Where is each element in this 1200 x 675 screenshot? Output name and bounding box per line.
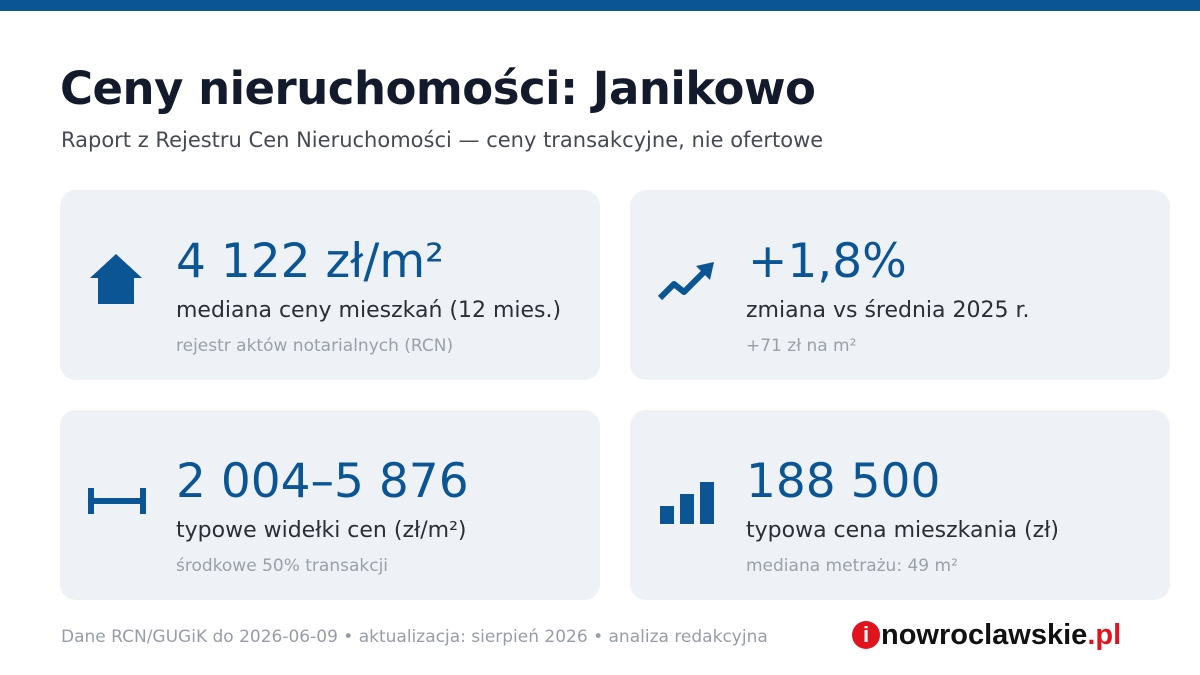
stat-card: 2 004–5 876 typowe widełki cen (zł/m²) ś…: [60, 410, 600, 600]
stat-label: mediana ceny mieszkań (12 mies.): [176, 298, 562, 323]
stat-note: +71 zł na m²: [746, 336, 857, 356]
logo-name: nowroclawskie: [881, 618, 1088, 651]
logo-mark: i: [852, 621, 880, 649]
stat-card: +1,8% zmiana vs średnia 2025 r. +71 zł n…: [630, 190, 1170, 380]
title: Ceny nieruchomości: Janikowo: [60, 62, 816, 115]
stat-note: rejestr aktów notarialnych (RCN): [176, 336, 454, 356]
stat-label: typowe widełki cen (zł/m²): [176, 518, 467, 543]
logo-suffix: .pl: [1087, 618, 1122, 651]
footer-source: Dane RCN/GUGiK do 2026-06-09 • aktualiza…: [61, 627, 768, 647]
stat-label: typowa cena mieszkania (zł): [746, 518, 1060, 543]
bars-icon: [660, 482, 714, 524]
stat-value: 4 122 zł/m²: [176, 234, 444, 289]
stat-value: 188 500: [746, 454, 941, 509]
stat-value: +1,8%: [748, 234, 907, 289]
stat-note: środkowe 50% transakcji: [176, 556, 389, 576]
logo: i nowroclawskie .pl: [852, 618, 1121, 652]
stat-label: zmiana vs średnia 2025 r.: [746, 298, 1030, 323]
subtitle: Raport z Rejestru Cen Nieruchomości — ce…: [61, 128, 824, 152]
house-icon: [90, 254, 142, 304]
trend-icon: [657, 262, 714, 301]
top-bar: [0, 0, 1200, 11]
stat-card: 4 122 zł/m² mediana ceny mieszkań (12 mi…: [60, 190, 600, 380]
stat-card: 188 500 typowa cena mieszkania (zł) medi…: [630, 410, 1170, 600]
stat-note: mediana metrażu: 49 m²: [746, 556, 958, 576]
stat-value: 2 004–5 876: [176, 454, 469, 509]
range-icon: [88, 488, 146, 514]
